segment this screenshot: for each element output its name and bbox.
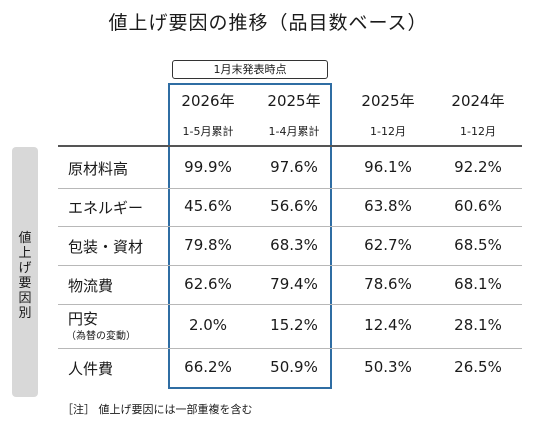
table-cell: 2.0% [188, 316, 228, 334]
column-year: 2025年 [267, 92, 321, 110]
row-label-note: （為替の変動） [66, 331, 136, 342]
chart-title: 値上げ要因の推移（品目数ベース） [108, 12, 428, 34]
table-cell: 50.3% [364, 358, 412, 376]
table-cell: 12.4% [364, 316, 412, 334]
row-label: 人件費 [68, 360, 114, 378]
table-cell: 68.3% [270, 235, 318, 254]
table-cell: 60.6% [454, 197, 502, 215]
row-divider [58, 188, 522, 189]
table-cell: 79.8% [184, 235, 232, 254]
row-label: 円安 [68, 310, 99, 328]
row-label: エネルギー [68, 199, 144, 217]
side-category-label: 値上げ要因別 [18, 231, 32, 321]
table-cell: 62.6% [184, 274, 232, 293]
table-cell: 15.2% [270, 316, 318, 334]
row-divider [58, 348, 522, 349]
column-period: 1-12月 [460, 125, 496, 138]
row-divider [58, 226, 522, 227]
column-year: 2025年 [361, 92, 415, 110]
column-year: 2024年 [451, 92, 505, 110]
table-cell: 63.8% [364, 197, 412, 215]
row-divider [58, 304, 522, 305]
table-cell: 50.9% [270, 358, 318, 376]
row-label: 包装・資材 [68, 237, 144, 256]
announcement-note-box: 1月末発表時点 [172, 60, 328, 79]
table-cell: 92.2% [454, 157, 502, 176]
table-cell: 79.4% [270, 274, 318, 293]
side-category-bar: 値上げ要因別 [12, 147, 38, 397]
table-cell: 78.6% [364, 274, 412, 293]
row-label: 原材料高 [68, 159, 129, 178]
table-cell: 28.1% [454, 316, 502, 334]
column-period: 1-12月 [370, 125, 406, 138]
table-cell: 96.1% [364, 157, 412, 176]
row-label: 物流費 [68, 276, 114, 295]
column-period: 1-4月累計 [268, 125, 320, 138]
table-cell: 68.1% [454, 274, 502, 293]
highlight-frame [168, 83, 332, 389]
table-cell: 66.2% [184, 358, 232, 376]
table-cell: 26.5% [454, 358, 502, 376]
row-divider [58, 265, 522, 266]
column-year: 2026年 [181, 92, 235, 110]
header-divider [58, 145, 522, 147]
table-cell: 62.7% [364, 235, 412, 254]
footnote: ［注］ 値上げ要因には一部重複を含む [62, 403, 253, 416]
table-cell: 56.6% [270, 197, 318, 215]
table-cell: 97.6% [270, 157, 318, 176]
table-cell: 99.9% [184, 157, 232, 176]
table-cell: 45.6% [184, 197, 232, 215]
column-period: 1-5月累計 [182, 125, 234, 138]
table-cell: 68.5% [454, 235, 502, 254]
